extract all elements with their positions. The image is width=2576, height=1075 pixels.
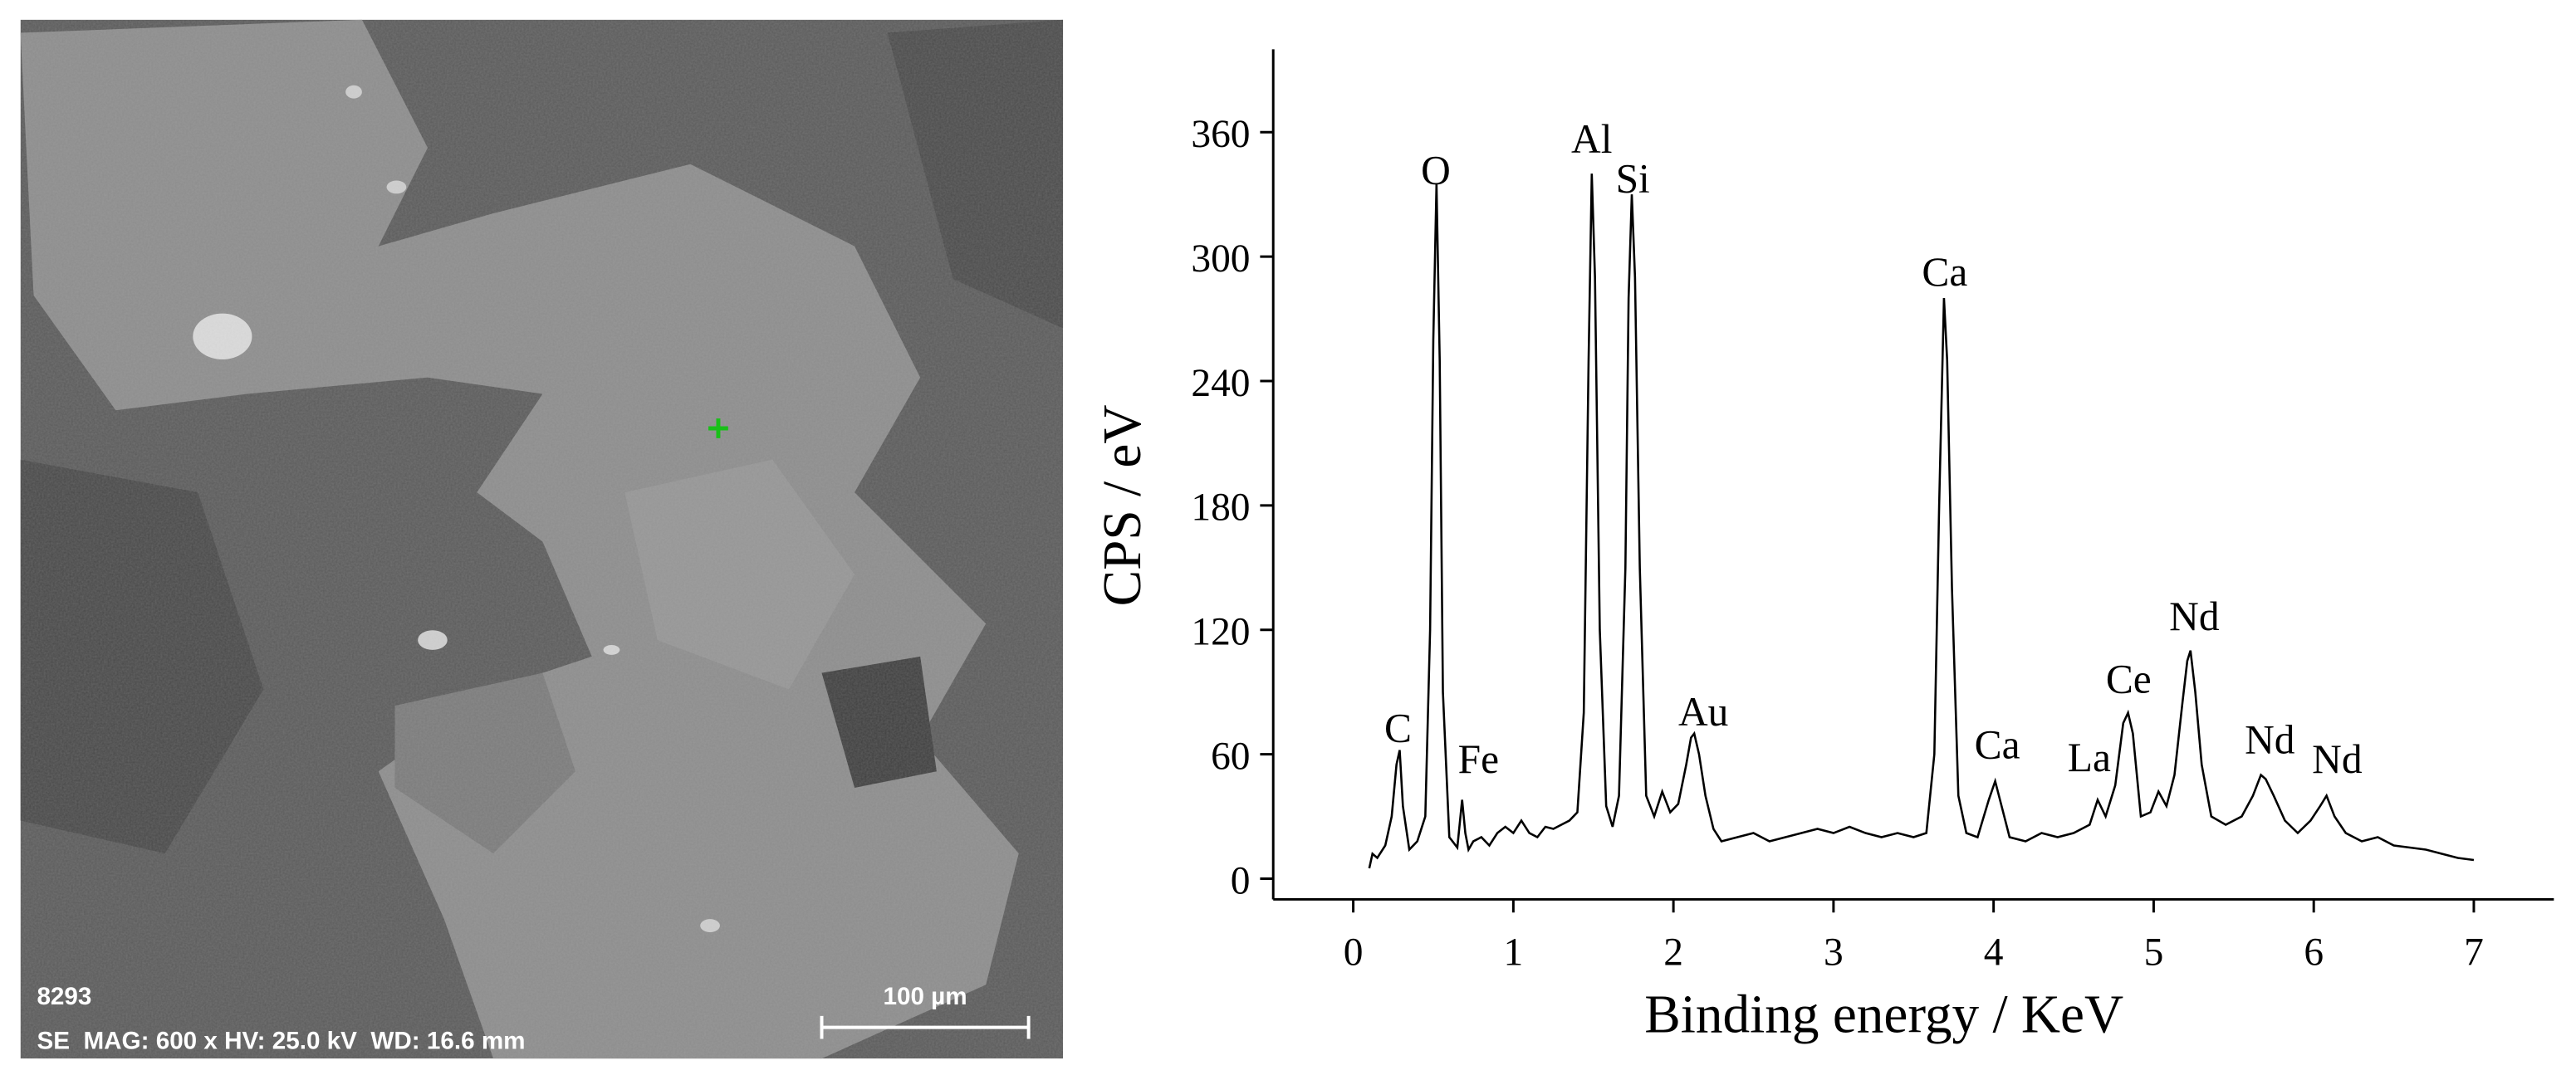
peak-label: O <box>1421 147 1451 193</box>
y-tick-label: 0 <box>1231 859 1251 902</box>
micrograph: 8293 SE MAG: 600 x HV: 25.0 kV WD: 16.6 … <box>20 19 1064 1059</box>
y-tick-label: 300 <box>1191 237 1250 281</box>
y-tick-label: 180 <box>1191 486 1250 530</box>
x-tick-label: 0 <box>1344 931 1364 975</box>
x-tick-label: 1 <box>1503 931 1523 975</box>
peak-label: Nd <box>2312 736 2363 782</box>
peak-label: Fe <box>1458 736 1499 782</box>
x-tick-label: 4 <box>1984 931 2004 975</box>
peak-label: Ca <box>1922 249 1967 295</box>
peak-label: Si <box>1616 155 1650 201</box>
y-tick-label: 240 <box>1191 362 1250 405</box>
spectrum-line <box>1368 173 2475 869</box>
x-tick-label: 6 <box>2304 931 2324 975</box>
x-tick-label: 2 <box>1663 931 1683 975</box>
x-tick-label: 7 <box>2464 931 2484 975</box>
x-axis-title: Binding energy / KeV <box>1644 985 2123 1045</box>
image-id: 8293 <box>37 983 91 1010</box>
scale-bar <box>820 1015 1031 1039</box>
x-tick-label: 3 <box>1824 931 1844 975</box>
scale-bar-label: 100 µm <box>883 983 967 1010</box>
peak-label: Ca <box>1975 721 2020 767</box>
peak-label: Nd <box>2245 716 2295 762</box>
x-tick-label: 5 <box>2144 931 2164 975</box>
image-info: SE MAG: 600 x HV: 25.0 kV WD: 16.6 mm <box>37 1027 525 1054</box>
y-tick-label: 360 <box>1191 113 1250 156</box>
marker <box>708 418 728 438</box>
peak-label: Ce <box>2106 656 2152 701</box>
peak-label: La <box>2068 735 2111 780</box>
peak-label: Au <box>1678 689 1728 735</box>
y-tick-label: 120 <box>1191 611 1250 654</box>
peak-label: Al <box>1571 116 1612 162</box>
y-tick-label: 60 <box>1211 735 1250 778</box>
peak-label: Nd <box>2169 594 2220 639</box>
y-axis-title: CPS / eV <box>1093 405 1153 607</box>
peak-label: C <box>1384 706 1412 751</box>
